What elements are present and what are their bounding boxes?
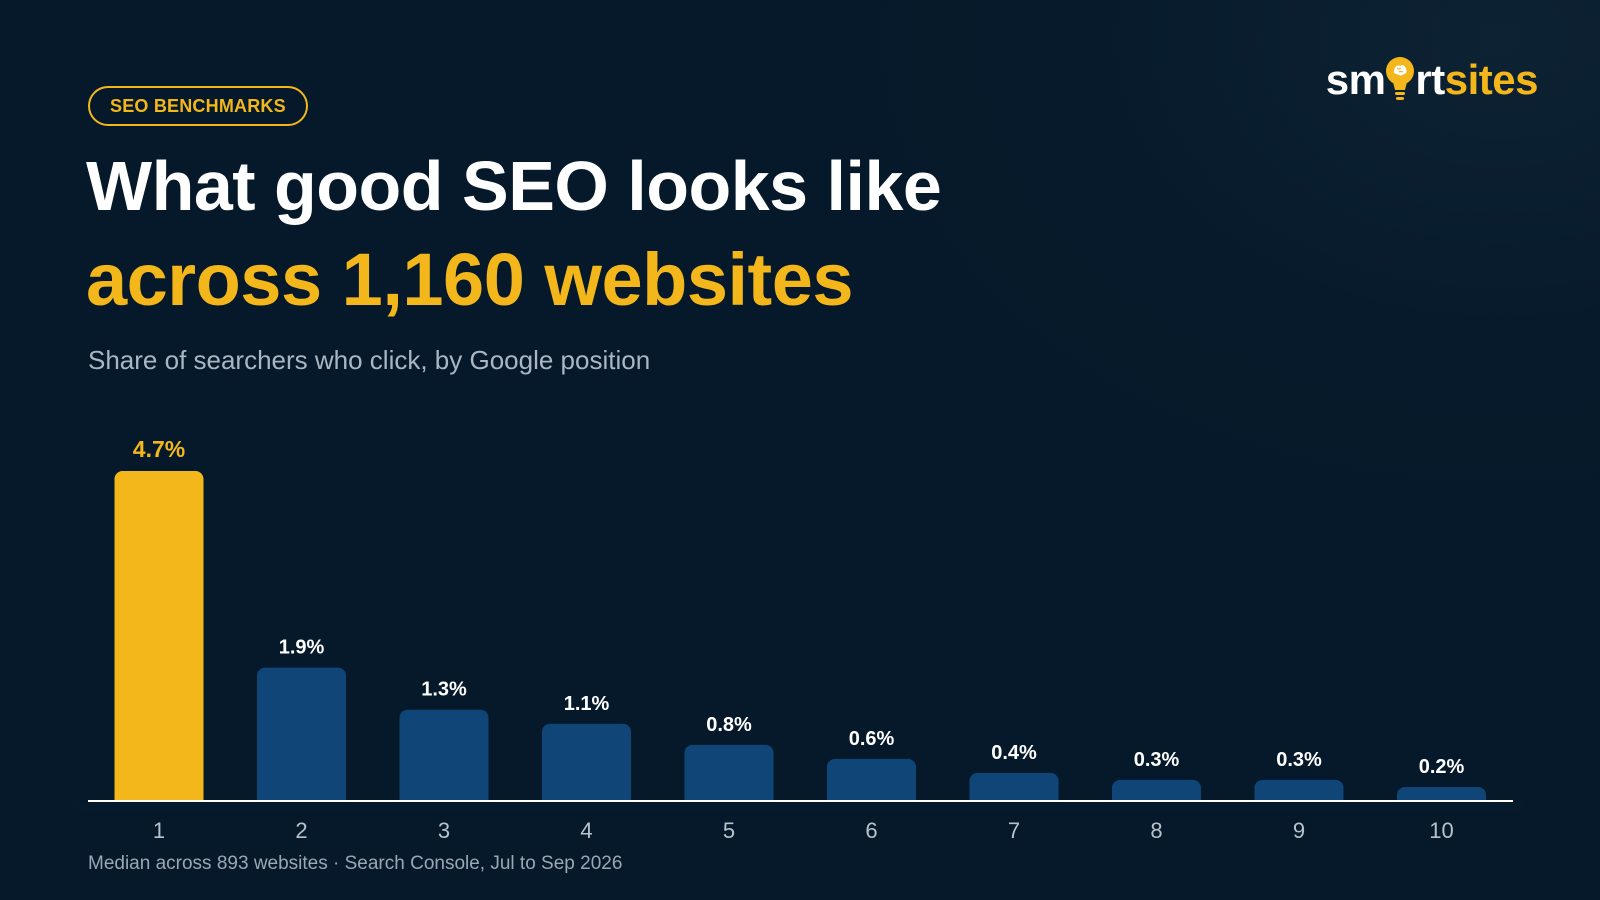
value-label-position-7: 0.4% <box>991 742 1037 764</box>
x-tick-label-4: 4 <box>580 818 592 843</box>
x-tick-label-7: 7 <box>1008 818 1020 843</box>
category-badge: SEO BENCHMARKS <box>88 86 308 126</box>
baseline-mask <box>78 802 1523 810</box>
headline-line-1: What good SEO looks like <box>86 147 942 225</box>
value-label-position-6: 0.6% <box>849 728 895 750</box>
chart-subtitle: Share of searchers who click, by Google … <box>88 345 651 375</box>
x-tick-label-2: 2 <box>295 818 307 843</box>
bar-position-6 <box>827 758 916 807</box>
value-label-position-3: 1.3% <box>421 679 467 701</box>
bar-position-5 <box>684 744 774 807</box>
bar-position-4 <box>542 723 631 807</box>
x-tick-label-1: 1 <box>153 818 165 843</box>
value-label-position-8: 0.3% <box>1134 749 1180 771</box>
logo-text-rt: rt <box>1415 56 1445 103</box>
bar-position-2 <box>257 667 346 807</box>
source-footnote: Median across 893 websites · Search Cons… <box>88 853 623 874</box>
value-label-position-9: 0.3% <box>1276 749 1322 771</box>
value-label-position-5: 0.8% <box>706 714 752 736</box>
headline-line-2: across 1,160 websites <box>86 238 854 321</box>
logo-text-sm: sm <box>1325 56 1386 103</box>
smartsites-logo: sm rt sites <box>1325 50 1539 110</box>
value-label-position-4: 1.1% <box>564 693 610 715</box>
x-tick-label-3: 3 <box>438 818 450 843</box>
x-tick-label-8: 8 <box>1150 818 1162 843</box>
value-label-position-10: 0.2% <box>1419 756 1465 778</box>
bar-position-1 <box>114 471 204 807</box>
logo-text-sites: sites <box>1444 56 1539 103</box>
x-tick-label-9: 9 <box>1293 818 1305 843</box>
value-label-position-2: 1.9% <box>279 637 325 659</box>
lightbulb-icon <box>1386 57 1415 100</box>
x-tick-label-5: 5 <box>723 818 735 843</box>
value-label-position-1: 4.7% <box>133 436 185 462</box>
x-tick-label-6: 6 <box>865 818 877 843</box>
x-tick-label-10: 10 <box>1429 818 1453 843</box>
bar-position-7 <box>969 772 1059 807</box>
bar-position-3 <box>399 709 489 807</box>
